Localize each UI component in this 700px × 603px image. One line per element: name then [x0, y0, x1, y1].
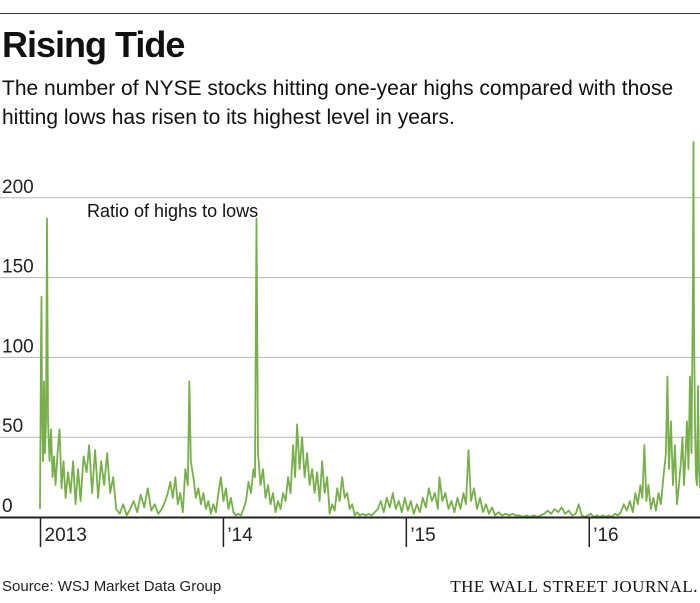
x-tick-label: ’15 [410, 525, 435, 546]
series-label: Ratio of highs to lows [87, 201, 258, 221]
ratio-series-line [39, 141, 700, 518]
x-tick-label: ’16 [593, 525, 618, 546]
top-rule [0, 13, 700, 14]
y-tick-label: 100 [2, 336, 34, 357]
y-tick-label: 50 [2, 416, 23, 437]
wsj-brand: THE WALL STREET JOURNAL. [450, 577, 698, 596]
x-tick-label: ’14 [227, 525, 253, 546]
y-tick-label: 150 [2, 257, 34, 278]
x-axis: 2013 ’14 ’15 ’16 [0, 516, 700, 547]
chart-title: Rising Tide [2, 24, 185, 65]
chart-subtitle: The number of NYSE stocks hitting one-ye… [2, 77, 674, 129]
gridlines [0, 197, 700, 438]
y-tick-label: 0 [2, 496, 13, 517]
y-axis-labels: 050100150200250 [2, 177, 34, 517]
line-chart: 050100150200250 Ratio of highs to lows 2… [0, 141, 700, 547]
source-note: Source: WSJ Market Data Group [2, 578, 222, 595]
x-tick-label: 2013 [45, 525, 87, 546]
y-tick-label: 200 [2, 177, 34, 198]
